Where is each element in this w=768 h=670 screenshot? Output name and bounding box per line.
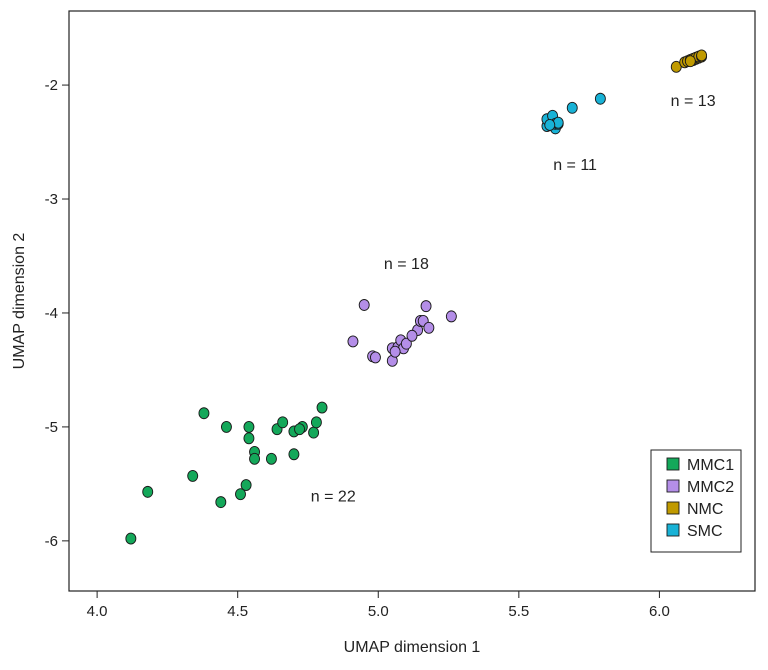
legend-swatch-mmc2 bbox=[666, 479, 680, 493]
point-mmc2-16 bbox=[389, 345, 401, 358]
legend-swatch-mmc1 bbox=[666, 457, 680, 471]
point-mmc1-6 bbox=[235, 488, 246, 501]
point-mmc1-21 bbox=[294, 423, 305, 436]
legend-label-mmc1: MMC1 bbox=[687, 457, 734, 474]
x-tick-label: 4.5 bbox=[227, 603, 248, 620]
x-tick-label: 5.0 bbox=[368, 603, 389, 620]
point-smc-10 bbox=[544, 118, 556, 131]
point-mmc1-18 bbox=[308, 426, 320, 439]
point-mmc1-0 bbox=[125, 532, 137, 545]
cluster-count-label: n = 11 bbox=[553, 157, 597, 174]
point-nmc-11 bbox=[696, 49, 708, 62]
y-axis-label: UMAP dimension 2 bbox=[11, 233, 28, 370]
point-smc-9 bbox=[594, 92, 606, 105]
legend-swatch-nmc bbox=[666, 501, 680, 515]
data-points bbox=[125, 49, 708, 545]
legend-label-mmc2: MMC2 bbox=[687, 479, 734, 496]
point-mmc2-0 bbox=[347, 335, 359, 348]
point-mmc2-15 bbox=[445, 310, 457, 323]
cluster-count-label: n = 18 bbox=[384, 256, 429, 273]
cluster-count-label: n = 22 bbox=[311, 488, 356, 505]
point-mmc1-9 bbox=[243, 420, 255, 433]
y-tick-label: -4 bbox=[45, 305, 58, 322]
x-tick-label: 4.0 bbox=[87, 603, 108, 620]
legend-swatch-smc bbox=[666, 523, 680, 537]
point-mmc1-16 bbox=[288, 448, 300, 461]
x-tick-label: 6.0 bbox=[649, 603, 670, 620]
axes: 4.0 4.5 5.0 5.5 6.0 -2 -3 -4 -5 -6 bbox=[45, 77, 670, 620]
cluster-count-label: n = 13 bbox=[671, 93, 716, 110]
y-tick-label: -5 bbox=[45, 419, 58, 436]
point-mmc1-7 bbox=[240, 479, 252, 491]
point-mmc2-14 bbox=[423, 321, 435, 334]
point-mmc1-12 bbox=[265, 452, 277, 465]
point-mmc1-1 bbox=[142, 485, 154, 498]
x-axis-label: UMAP dimension 1 bbox=[344, 639, 481, 656]
point-mmc1-4 bbox=[215, 496, 227, 509]
point-smc-8 bbox=[566, 101, 578, 114]
legend-box bbox=[650, 449, 742, 553]
point-mmc1-11 bbox=[249, 452, 261, 465]
point-mmc2-1 bbox=[358, 299, 370, 311]
point-nmc-12 bbox=[684, 55, 696, 68]
point-mmc2-3 bbox=[370, 351, 381, 364]
point-mmc1-2 bbox=[187, 469, 199, 482]
point-mmc2-9 bbox=[400, 337, 412, 350]
point-mmc1-20 bbox=[316, 401, 328, 414]
legend: MMC1 MMC2 NMC SMC bbox=[650, 449, 742, 553]
point-mmc2-17 bbox=[406, 329, 418, 342]
point-mmc1-19 bbox=[310, 416, 322, 429]
point-mmc1-14 bbox=[277, 416, 289, 429]
point-mmc1-8 bbox=[243, 432, 255, 445]
x-tick-label: 5.5 bbox=[508, 603, 529, 620]
plot-frame bbox=[68, 10, 756, 592]
point-mmc2-13 bbox=[420, 300, 432, 313]
point-mmc1-5 bbox=[220, 420, 232, 433]
point-mmc1-3 bbox=[198, 407, 210, 420]
legend-label-nmc: NMC bbox=[687, 501, 723, 518]
y-tick-label: -6 bbox=[45, 533, 58, 550]
y-tick-label: -3 bbox=[45, 191, 58, 208]
y-tick-label: -2 bbox=[45, 77, 58, 94]
legend-label-smc: SMC bbox=[687, 523, 723, 540]
cluster-annotations: n = 22 n = 18 n = 11 n = 13 bbox=[311, 93, 716, 505]
